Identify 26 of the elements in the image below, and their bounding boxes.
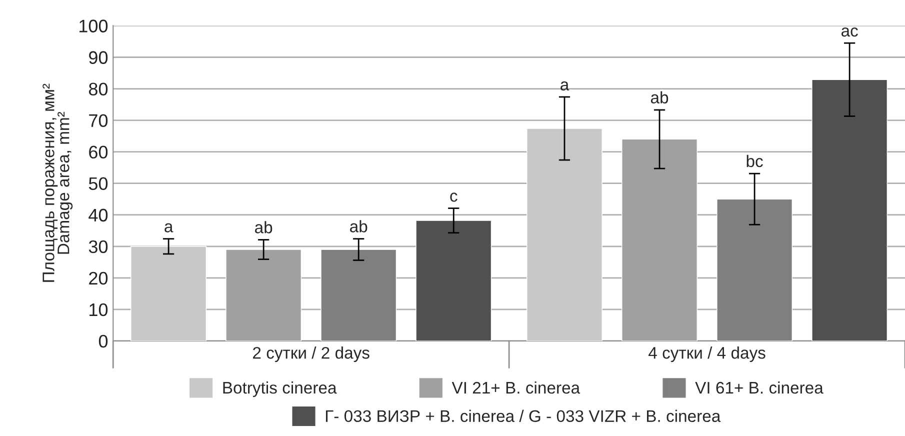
y-tick-label: 100 bbox=[80, 20, 108, 32]
y-tick-label: 0 bbox=[98, 334, 108, 348]
y-tick-label: 80 bbox=[88, 82, 108, 96]
y-axis-title: Площадь поражения, мм² Damage area, mm² bbox=[42, 84, 73, 282]
legend-label: VI 61+ B. cinerea bbox=[695, 381, 824, 394]
annotation: bc bbox=[746, 154, 763, 168]
y-tick-label: 50 bbox=[88, 177, 108, 190]
y-tick-label: 60 bbox=[89, 146, 108, 159]
annotation: ac bbox=[841, 27, 858, 37]
legend-label: VI 21+ B. cinerea bbox=[452, 381, 580, 394]
y-tick-label: 90 bbox=[89, 51, 108, 64]
annotation: a bbox=[560, 81, 570, 91]
annotation: ab bbox=[650, 91, 668, 104]
annotation: a bbox=[164, 223, 174, 232]
annotation: ab bbox=[255, 221, 272, 234]
y-tick-label: 30 bbox=[88, 240, 108, 254]
x-tick-label: 2 сутки / 2 days bbox=[253, 346, 370, 362]
y-tick-label: 10 bbox=[90, 303, 108, 316]
legend-label: Г- 033 ВИЗР + B. cinerea / G - 033 VIZR + B. cinerea bbox=[326, 410, 721, 422]
y-tick-label: 70 bbox=[89, 114, 108, 128]
y-tick-label: 20 bbox=[89, 272, 108, 285]
annotation: ab bbox=[350, 220, 368, 232]
y-tick-label: 40 bbox=[88, 208, 108, 222]
x-tick-label: 4 сутки / 4 days bbox=[648, 346, 766, 362]
annotation: c bbox=[450, 192, 458, 202]
legend-label: Botrytis cinerea bbox=[223, 381, 337, 397]
